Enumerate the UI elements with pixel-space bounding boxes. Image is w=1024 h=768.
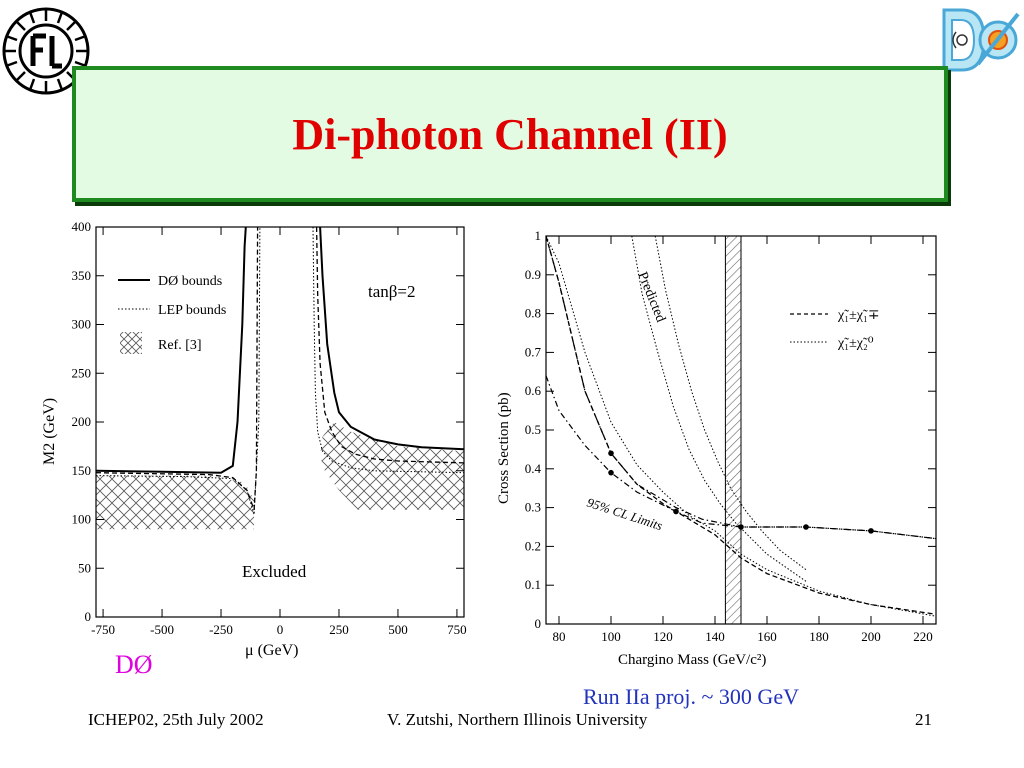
chart-mu-m2: -750 -500 -250 0 250 500 750 0 50 100 150 200 250 300… <box>41 219 467 659</box>
right-x-tick-label: 140 <box>705 629 725 644</box>
right-y-tick-label: 0 <box>535 616 542 631</box>
right-markers-point <box>803 524 809 530</box>
x-axis-label-chargino-mass: Chargino Mass (GeV/c²) <box>618 652 766 668</box>
left-y-tick-label: 50 <box>78 560 91 575</box>
hatched-region-right <box>320 422 464 510</box>
left-legend: DØ bounds LEP bounds Ref. [3] <box>118 274 226 354</box>
left-x-tick-label: -750 <box>91 622 115 637</box>
y-axis-label-cross-section: Cross Section (pb) <box>496 392 512 504</box>
right-markers-point <box>738 524 744 530</box>
left-y-tick-label: 100 <box>72 512 92 527</box>
left-y-tick-label: 300 <box>72 317 92 332</box>
left-series-1 <box>319 227 464 451</box>
title-box: Di-photon Channel (II) <box>72 66 948 202</box>
right-y-tick-label: 0.1 <box>525 577 541 592</box>
left-y-tick-label: 150 <box>72 463 92 478</box>
left-series-4 <box>96 227 261 515</box>
right-y-tick-label: 1 <box>535 228 542 243</box>
left-x-tick-label: 0 <box>277 622 284 637</box>
annotation-excluded: Excluded <box>242 562 307 581</box>
left-x-tick-label: 250 <box>329 622 349 637</box>
hatched-region-left <box>96 475 255 530</box>
footer-conference: ICHEP02, 25th July 2002 <box>88 710 264 729</box>
right-legend: χ̃₁±χ̃₁∓ χ̃₁±χ̃₂⁰ <box>790 308 880 351</box>
legend-d0-bounds: DØ bounds <box>158 274 222 289</box>
fnal-logo <box>2 7 90 95</box>
right-series-1 <box>546 236 936 617</box>
legend-chargino-neutralino: χ̃₁±χ̃₂⁰ <box>837 336 874 351</box>
left-x-tick-label: 750 <box>447 622 467 637</box>
right-y-tick-label: 0.9 <box>525 267 541 282</box>
right-markers-point <box>868 528 874 534</box>
d0-logo <box>942 8 1020 72</box>
right-y-tick-label: 0.8 <box>525 306 541 321</box>
right-y-tick-label: 0.2 <box>525 538 541 553</box>
right-markers-lower-point <box>608 469 614 476</box>
footer-page-number: 21 <box>915 710 932 729</box>
right-series-3 <box>654 236 807 571</box>
left-series-2 <box>96 227 259 511</box>
d0-caption: DØ <box>115 650 153 679</box>
left-x-tick-label: 500 <box>388 622 408 637</box>
left-y-tick-label: 400 <box>72 219 92 234</box>
right-series-2 <box>631 236 807 582</box>
left-x-tick-label: -500 <box>150 622 174 637</box>
left-series-5 <box>312 227 464 474</box>
right-series-5 <box>546 236 936 540</box>
legend-ref3: Ref. [3] <box>158 338 202 353</box>
right-x-tick-label: 200 <box>861 629 881 644</box>
annotation-tanbeta: tanβ=2 <box>368 282 416 301</box>
annotation-cl-limits: 95% CL Limits <box>585 495 664 534</box>
excluded-mass-band <box>724 236 742 624</box>
right-x-tick-label: 120 <box>653 629 673 644</box>
right-y-tick-label: 0.7 <box>525 344 542 359</box>
right-x-tick-label: 100 <box>601 629 621 644</box>
left-y-tick-label: 250 <box>72 365 92 380</box>
left-series-0 <box>96 227 247 474</box>
right-markers-point <box>673 508 679 515</box>
right-series-0 <box>546 236 936 615</box>
right-x-tick-label: 160 <box>757 629 777 644</box>
x-axis-label-mu: μ (GeV) <box>245 642 298 659</box>
left-y-tick-label: 0 <box>85 609 92 624</box>
footer-author: V. Zutshi, Northern Illinois University <box>387 710 648 729</box>
right-x-tick-label: 80 <box>553 629 566 644</box>
right-x-tick-label: 220 <box>913 629 933 644</box>
right-x-tick-label: 180 <box>809 629 829 644</box>
right-y-tick-label: 0.3 <box>525 500 541 515</box>
right-y-tick-label: 0.5 <box>525 422 541 437</box>
right-y-tick-label: 0.6 <box>525 383 542 398</box>
chart-chargino-cross-section: 80 100 120 140 160 180 200 220 0 0.1 0.2 0.3 0.4 0.5 0… <box>496 228 937 668</box>
right-y-tick-label: 0.4 <box>525 461 542 476</box>
left-y-tick-label: 350 <box>72 268 92 283</box>
right-markers-point <box>608 450 614 457</box>
left-x-tick-label: -250 <box>209 622 233 637</box>
run-iia-note: Run IIa proj. ~ 300 GeV <box>583 684 799 709</box>
legend-chargino-pair: χ̃₁±χ̃₁∓ <box>837 308 880 323</box>
legend-lep-bounds: LEP bounds <box>158 303 226 318</box>
y-axis-label-m2: M2 (GeV) <box>41 398 58 465</box>
left-y-tick-label: 200 <box>72 414 92 429</box>
slide-title: Di-photon Channel (II) <box>292 109 728 159</box>
